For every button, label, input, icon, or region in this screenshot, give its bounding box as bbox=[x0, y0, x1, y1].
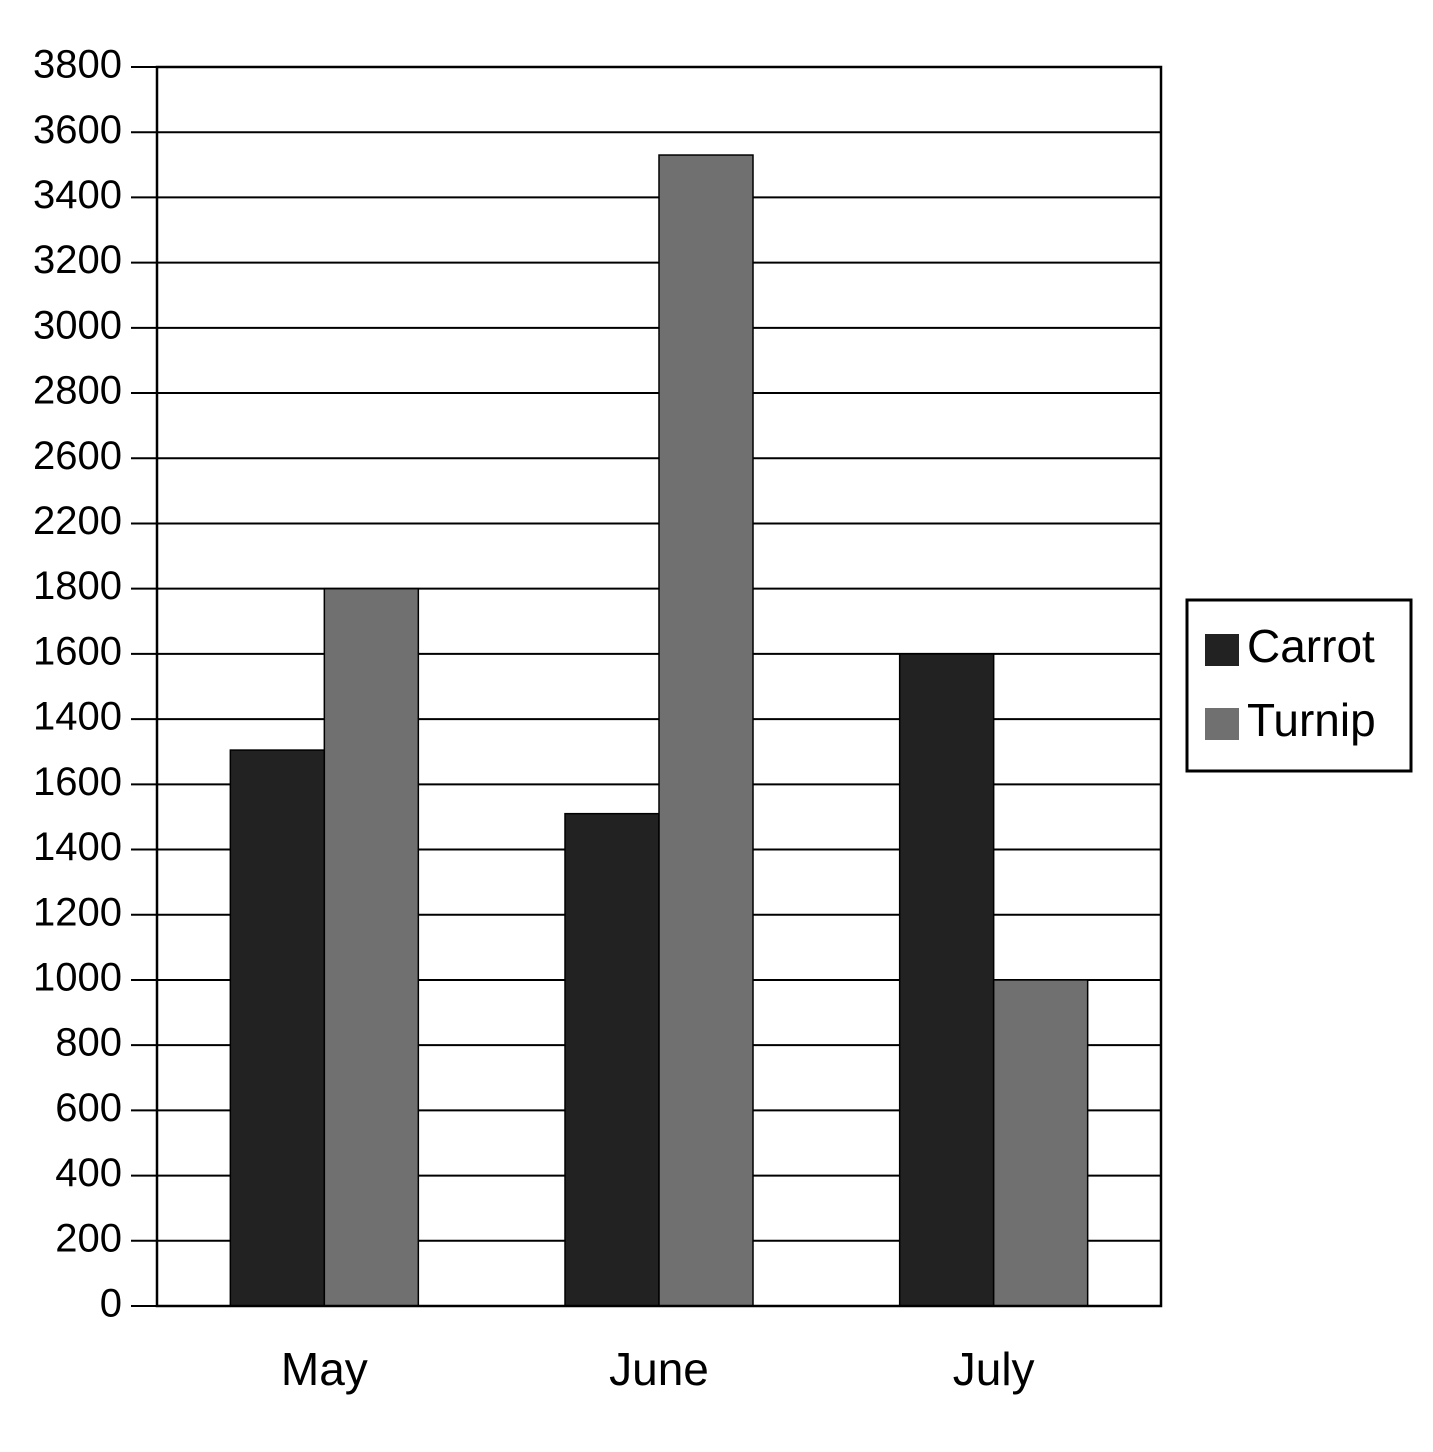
y-tick-label: 2600 bbox=[33, 434, 122, 478]
plot-frame bbox=[155, 65, 1163, 1308]
y-tick-label: 1400 bbox=[33, 825, 122, 869]
y-tick-label: 3200 bbox=[33, 238, 122, 282]
y-tick-label: 800 bbox=[55, 1021, 122, 1065]
bar bbox=[658, 154, 754, 1307]
x-tick-label: May bbox=[281, 1343, 368, 1395]
bar bbox=[229, 749, 326, 1307]
y-tick-label: 3400 bbox=[33, 173, 122, 217]
y-tick-label: 2800 bbox=[33, 369, 122, 413]
y-tick-label: 200 bbox=[55, 1216, 122, 1260]
x-tick-label: June bbox=[609, 1343, 709, 1395]
y-tick-label: 3600 bbox=[33, 108, 122, 152]
bar bbox=[564, 812, 660, 1307]
legend-swatch bbox=[1205, 708, 1239, 740]
y-tick-label: 1800 bbox=[33, 564, 122, 608]
y-tick-label: 400 bbox=[55, 1151, 122, 1195]
y-tick-label: 0 bbox=[100, 1282, 122, 1326]
y-tick-label: 3000 bbox=[33, 303, 122, 347]
legend-label: Turnip bbox=[1247, 694, 1376, 746]
y-tick-label: 3800 bbox=[33, 43, 122, 87]
bar bbox=[898, 653, 995, 1307]
y-tick-label: 2200 bbox=[33, 499, 122, 543]
y-tick-label: 1600 bbox=[33, 760, 122, 804]
legend-box bbox=[1185, 598, 1413, 773]
y-tick-label: 1000 bbox=[33, 956, 122, 1000]
y-tick-label: 1600 bbox=[33, 629, 122, 673]
legend-swatch bbox=[1205, 634, 1239, 666]
y-tick-label: 600 bbox=[55, 1086, 122, 1130]
bar bbox=[323, 587, 420, 1307]
bar bbox=[992, 979, 1089, 1307]
y-tick-label: 1400 bbox=[33, 695, 122, 739]
x-tick-label: July bbox=[953, 1343, 1035, 1395]
legend-label: Carrot bbox=[1247, 620, 1375, 672]
y-tick-label: 1200 bbox=[33, 890, 122, 934]
